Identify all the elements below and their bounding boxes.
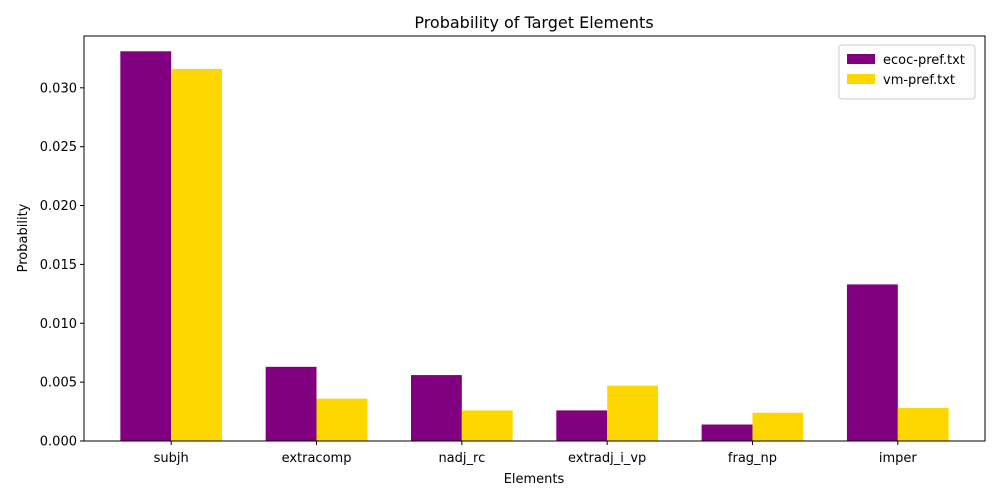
x-tick-label: nadj_rc: [438, 451, 485, 466]
bar-extracomp-ecoc-pref.txt: [265, 366, 317, 441]
legend: ecoc-pref.txt vm-pref.txt: [838, 44, 976, 100]
legend-label: vm-pref.txt: [883, 73, 955, 88]
legend-label: ecoc-pref.txt: [883, 53, 965, 68]
y-axis-title: Probability: [16, 203, 31, 272]
x-tick-label: extracomp: [282, 451, 352, 466]
y-tick-label: 0.000: [40, 435, 77, 450]
y-tick-label: 0.025: [40, 140, 77, 155]
plot-frame: [83, 35, 986, 442]
x-axis: subjh extracomp nadj_rc extradj_i_vp frag_np…: [154, 441, 918, 466]
x-tick-label: frag_np: [728, 451, 777, 466]
y-axis: 0.000 0.005 0.010 0.015 0.020 0.025 0.030: [40, 81, 84, 450]
bar-subjh-ecoc-pref.txt: [120, 51, 172, 441]
y-tick-label: 0.030: [40, 81, 77, 96]
bar-imper-ecoc-pref.txt: [846, 284, 898, 441]
x-tick-label: imper: [879, 451, 918, 466]
y-tick-label: 0.020: [40, 199, 77, 214]
y-tick-label: 0.015: [40, 258, 77, 273]
x-tick-label: extradj_i_vp: [568, 451, 646, 466]
x-tick-label: subjh: [154, 451, 189, 466]
bar-imper-vm-pref.txt: [897, 408, 949, 441]
bar-nadj_rc-vm-pref.txt: [461, 410, 513, 441]
bar-frag_np-ecoc-pref.txt: [701, 424, 753, 441]
bar-frag_np-vm-pref.txt: [752, 412, 804, 441]
legend-swatch: [847, 74, 875, 84]
chart-title: Probability of Target Elements: [414, 13, 653, 32]
bars-group: [120, 51, 949, 441]
bar-extracomp-vm-pref.txt: [316, 398, 368, 441]
bar-nadj_rc-ecoc-pref.txt: [410, 375, 462, 441]
legend-swatch: [847, 54, 875, 64]
y-tick-label: 0.005: [40, 376, 77, 391]
bar-subjh-vm-pref.txt: [171, 68, 223, 441]
y-tick-label: 0.010: [40, 317, 77, 332]
bar-extradj_i_vp-ecoc-pref.txt: [556, 410, 608, 441]
bar-extradj_i_vp-vm-pref.txt: [607, 385, 659, 441]
x-axis-title: Elements: [504, 472, 565, 487]
